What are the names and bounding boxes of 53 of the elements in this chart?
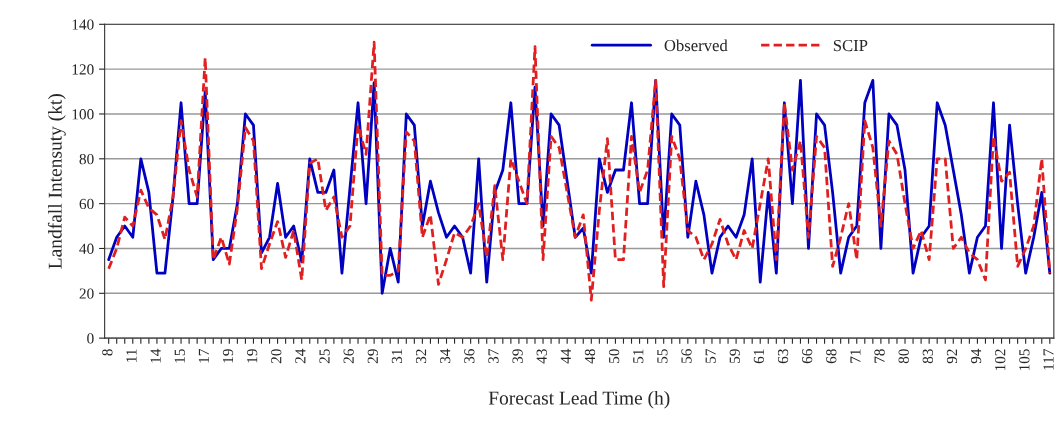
x-tick-label: 43	[536, 349, 547, 364]
x-tick-label: 51	[633, 349, 644, 363]
x-tick-label: 80	[898, 349, 909, 364]
x-tick-label: 8	[102, 349, 113, 356]
y-axis-title: Landfall Intensuty (kt)	[47, 94, 66, 269]
x-tick-label: 61	[753, 349, 765, 364]
x-tick-label: 92	[946, 349, 958, 364]
x-tick-label: 71	[850, 349, 861, 363]
y-tick-label: 120	[72, 64, 94, 75]
x-tick-label: 32	[415, 349, 427, 364]
x-tick-label: 94	[970, 348, 982, 364]
x-tick-label: 17	[198, 348, 209, 363]
x-tick-label: 102	[995, 349, 1006, 371]
x-tick-label: 59	[729, 349, 740, 363]
x-tick-label: 19	[247, 349, 258, 363]
x-tick-label: 14	[150, 348, 161, 363]
x-tick-label: 63	[777, 349, 789, 364]
x-axis-title: Forecast Lead Time (h)	[488, 390, 670, 409]
x-tick-label: 57	[705, 348, 716, 363]
y-tick-label: 100	[72, 109, 94, 120]
x-tick-label: 105	[1019, 349, 1030, 371]
x-tick-label: 19	[222, 349, 234, 363]
x-tick-label: 15	[174, 349, 185, 363]
y-tick-label: 40	[79, 243, 94, 254]
x-tick-label: 26	[343, 349, 354, 364]
x-tick-label: 78	[874, 349, 885, 363]
y-tick-label: 140	[72, 19, 94, 30]
y-tick-label: 20	[79, 288, 94, 299]
x-tick-label: 29	[367, 349, 378, 364]
y-tick-label: 60	[79, 198, 94, 210]
x-tick-label: 11	[126, 349, 137, 362]
x-tick-label: 37	[488, 348, 499, 364]
y-tick-label: 80	[79, 153, 94, 165]
line-series	[107, 40, 1052, 302]
x-tick-label: 66	[802, 349, 813, 364]
x-tick-label: 50	[608, 349, 620, 363]
x-tick-label: 24	[295, 348, 306, 364]
x-tick-label: 39	[512, 349, 523, 364]
x-tick-label: 83	[922, 349, 933, 364]
y-tick-label: 0	[87, 333, 94, 344]
legend-label: SCIP	[833, 39, 868, 52]
x-tick-label: 44	[560, 348, 571, 364]
x-tick-label: 25	[319, 349, 330, 364]
x-tick-label: 117	[1043, 348, 1054, 370]
x-tick-label: 36	[464, 349, 475, 364]
x-tick-label: 48	[584, 349, 596, 364]
legend-label: Observed	[664, 39, 728, 52]
x-tick-label: 56	[681, 349, 692, 363]
x-tick-label: 68	[826, 349, 837, 364]
x-tick-label: 20	[271, 349, 282, 364]
x-tick-label: 31	[391, 349, 403, 364]
x-tick-label: 34	[440, 348, 451, 364]
x-tick-label: 55	[657, 349, 668, 363]
